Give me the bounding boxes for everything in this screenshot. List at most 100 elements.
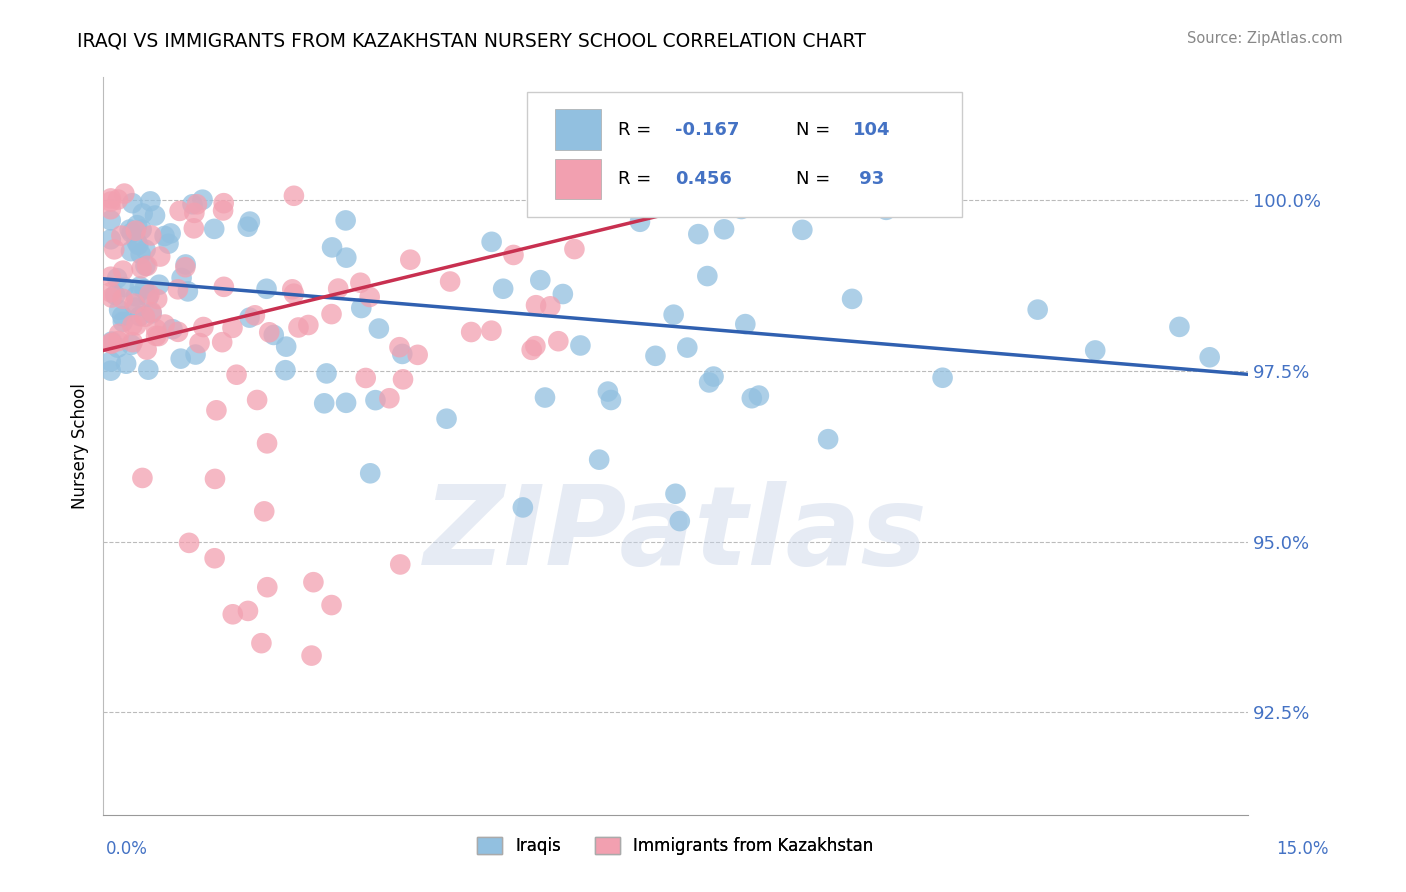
Point [121, 226, 143, 240]
Point [748, 388, 770, 402]
Point [256, 282, 278, 296]
Point [524, 298, 547, 312]
Point [186, 197, 208, 211]
Text: IRAQI VS IMMIGRANTS FROM KAZAKHSTAN NURSERY SCHOOL CORRELATION CHART: IRAQI VS IMMIGRANTS FROM KAZAKHSTAN NURS… [77, 31, 866, 50]
Point [177, 536, 200, 550]
Point [101, 334, 124, 349]
Point [100, 194, 122, 209]
Point [246, 392, 269, 407]
Text: ZIPatlas: ZIPatlas [423, 481, 928, 588]
Point [204, 472, 226, 486]
Point [359, 290, 381, 304]
Point [174, 257, 197, 271]
Point [253, 504, 276, 518]
Point [170, 351, 193, 366]
Point [1084, 343, 1107, 358]
Point [112, 186, 135, 201]
Point [145, 329, 167, 343]
Point [139, 194, 162, 209]
Point [184, 347, 207, 361]
Point [167, 325, 190, 339]
Point [588, 452, 610, 467]
Point [211, 335, 233, 350]
Point [153, 318, 176, 332]
Y-axis label: Nursery School: Nursery School [72, 383, 89, 509]
Point [188, 336, 211, 351]
Point [118, 222, 141, 236]
Text: 0.0%: 0.0% [105, 840, 148, 858]
Point [263, 327, 285, 342]
Point [538, 186, 561, 201]
Text: 15.0%: 15.0% [1277, 840, 1329, 858]
Point [276, 340, 298, 354]
Point [238, 310, 260, 325]
Point [129, 279, 152, 293]
Point [148, 329, 170, 343]
Point [378, 391, 401, 405]
Point [181, 197, 204, 211]
Point [436, 411, 458, 425]
Text: N =: N = [796, 170, 835, 188]
Point [124, 301, 146, 315]
FancyBboxPatch shape [555, 159, 602, 199]
Point [177, 285, 200, 299]
Point [274, 363, 297, 377]
Point [520, 343, 543, 357]
Point [174, 260, 197, 275]
Point [671, 199, 693, 213]
Point [100, 354, 122, 368]
Point [100, 285, 122, 300]
Point [321, 240, 343, 254]
Point [110, 228, 132, 243]
Point [127, 238, 149, 252]
Point [100, 232, 122, 246]
Point [149, 250, 172, 264]
Text: 104: 104 [853, 120, 890, 139]
Point [512, 500, 534, 515]
Point [564, 242, 586, 256]
Point [212, 196, 235, 211]
Point [406, 348, 429, 362]
Point [193, 320, 215, 334]
Point [931, 370, 953, 384]
Point [157, 236, 180, 251]
Point [350, 301, 373, 315]
Legend: Iraqis, Immigrants from Kazakhstan: Iraqis, Immigrants from Kazakhstan [471, 830, 880, 862]
Point [321, 307, 343, 321]
Point [359, 467, 381, 481]
Point [108, 302, 131, 317]
Point [212, 280, 235, 294]
Point [551, 287, 574, 301]
Point [301, 648, 323, 663]
Point [134, 310, 156, 324]
Text: -0.167: -0.167 [675, 120, 740, 139]
Point [697, 376, 720, 390]
Point [596, 384, 619, 399]
Point [569, 338, 592, 352]
Point [502, 248, 524, 262]
Text: N =: N = [796, 120, 835, 139]
Point [108, 326, 131, 341]
Point [125, 318, 148, 333]
Point [256, 580, 278, 594]
Point [256, 436, 278, 450]
Point [460, 325, 482, 339]
Point [143, 209, 166, 223]
Point [335, 396, 357, 410]
Point [250, 636, 273, 650]
Point [287, 320, 309, 334]
Point [534, 391, 557, 405]
Text: 0.456: 0.456 [675, 170, 733, 188]
Point [297, 318, 319, 332]
Point [392, 372, 415, 386]
Point [817, 432, 839, 446]
Point [222, 607, 245, 622]
Point [141, 305, 163, 319]
Point [131, 261, 153, 276]
Point [131, 222, 153, 236]
Point [135, 243, 157, 257]
Point [170, 271, 193, 285]
Point [100, 291, 122, 305]
Point [439, 275, 461, 289]
Point [734, 317, 756, 331]
